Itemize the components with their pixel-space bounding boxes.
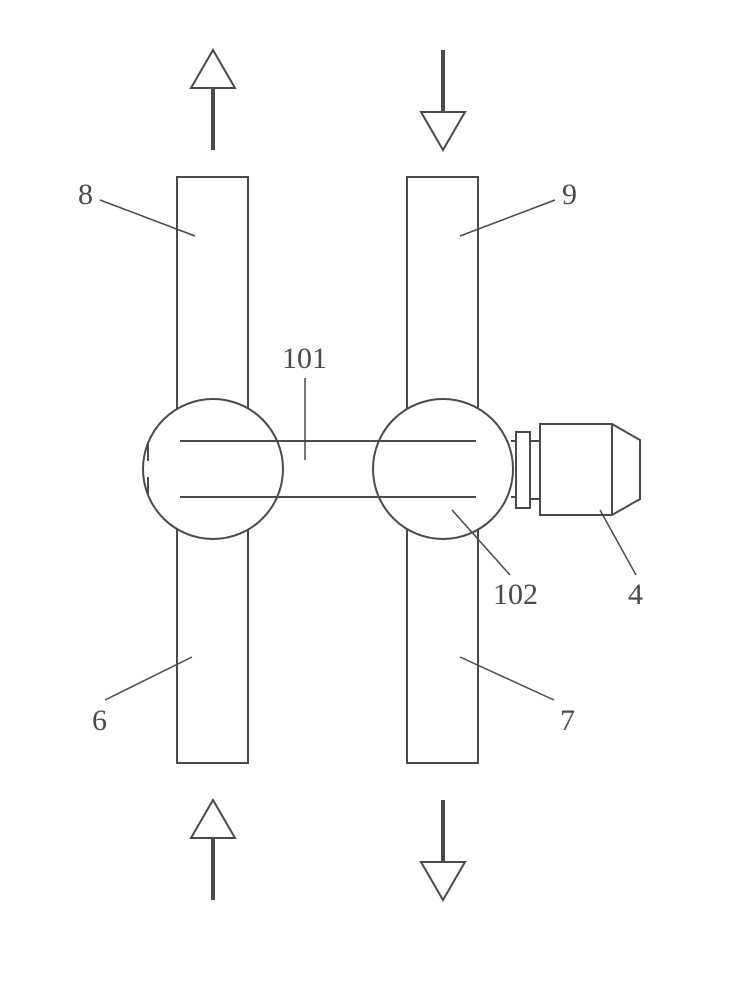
label-l9: 9: [562, 178, 577, 211]
label-l4: 4: [628, 578, 643, 611]
ball-left: [143, 399, 283, 539]
label-l6: 6: [92, 704, 107, 737]
label-l102: 102: [493, 578, 538, 611]
label-l101: 101: [282, 342, 327, 375]
label-l8: 8: [78, 178, 93, 211]
device-body: [540, 424, 640, 515]
flange-outer: [516, 432, 530, 508]
flange-inner: [530, 441, 540, 499]
ball-right: [373, 399, 513, 539]
label-l7: 7: [560, 704, 575, 737]
valve-diagram: 8 9 101 6 7 102 4: [0, 0, 749, 1000]
